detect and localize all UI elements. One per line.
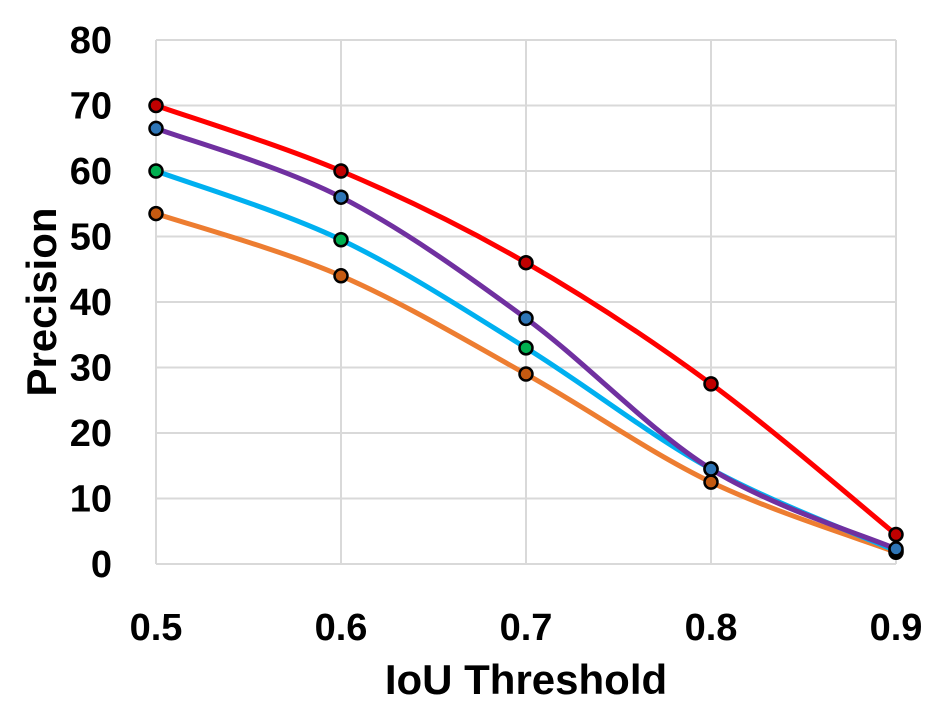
x-tick-label: 0.5 (130, 607, 183, 649)
series-4-point (703, 474, 719, 490)
x-tick-label: 0.8 (685, 607, 738, 649)
y-tick-label: 10 (70, 479, 112, 521)
series-2-point (888, 541, 904, 557)
y-tick-label: 40 (70, 282, 112, 324)
x-tick-label: 0.7 (500, 607, 553, 649)
x-axis-ticks: 0.5 0.6 0.7 0.8 0.9 (130, 607, 923, 649)
y-tick-label: 30 (70, 348, 112, 390)
x-axis-title: IoU Threshold (385, 656, 667, 703)
series-4-point (518, 366, 534, 382)
series-1-point (333, 163, 349, 179)
series-2-point (518, 310, 534, 327)
y-tick-label: 80 (70, 20, 112, 62)
series-1-point (888, 526, 904, 543)
y-tick-label: 20 (70, 413, 112, 455)
y-axis-title: Precision (18, 207, 65, 396)
series-1-point (148, 97, 164, 114)
series-4-point (333, 268, 349, 284)
y-tick-label: 60 (70, 151, 112, 193)
x-tick-label: 0.9 (870, 607, 923, 649)
series-2-point (148, 120, 164, 137)
series-1-point (518, 254, 534, 271)
x-tick-label: 0.6 (315, 607, 368, 649)
series-3-point (148, 163, 164, 179)
y-axis-ticks: 0 10 20 30 40 50 60 70 80 (70, 20, 112, 586)
series-2-point (333, 189, 349, 205)
series-2-point (703, 461, 719, 477)
gridlines (155, 39, 897, 565)
y-tick-label: 50 (70, 217, 112, 259)
series-1-point (703, 376, 719, 392)
data-markers (148, 97, 904, 560)
series-3-point (518, 340, 534, 356)
series-4-point (148, 205, 164, 222)
y-tick-label: 70 (70, 86, 112, 128)
y-tick-label: 0 (91, 544, 112, 586)
series-3-point (333, 232, 349, 248)
